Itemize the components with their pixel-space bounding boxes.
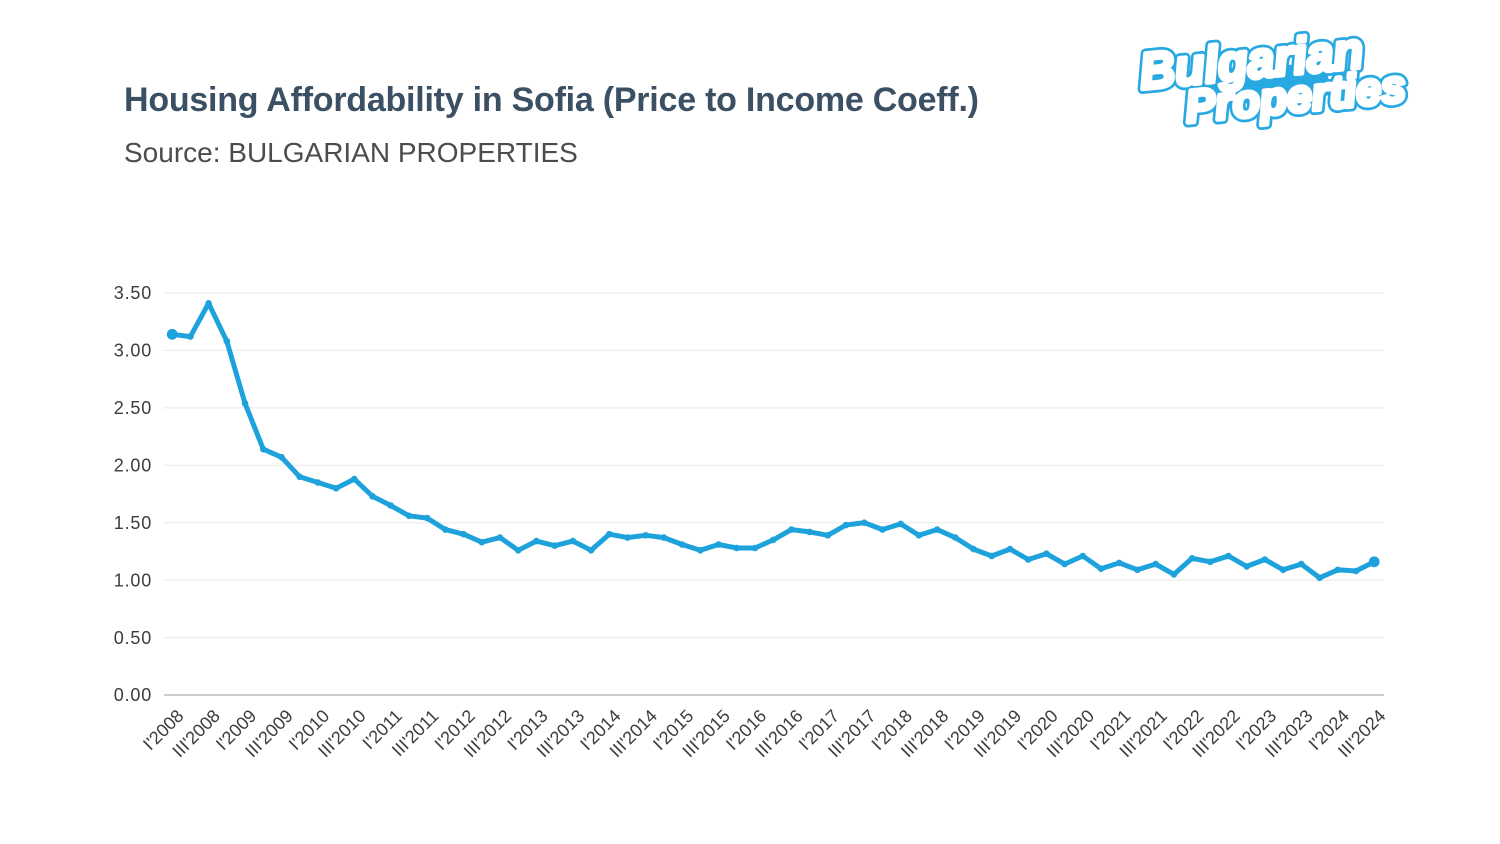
svg-text:3.00: 3.00: [114, 341, 152, 361]
svg-text:1.00: 1.00: [114, 570, 152, 590]
svg-text:3.50: 3.50: [114, 283, 152, 303]
svg-text:2.50: 2.50: [114, 398, 152, 418]
svg-text:1.50: 1.50: [114, 513, 152, 533]
svg-text:2.00: 2.00: [114, 456, 152, 476]
svg-text:0.50: 0.50: [114, 628, 152, 648]
svg-text:0.00: 0.00: [114, 685, 152, 705]
